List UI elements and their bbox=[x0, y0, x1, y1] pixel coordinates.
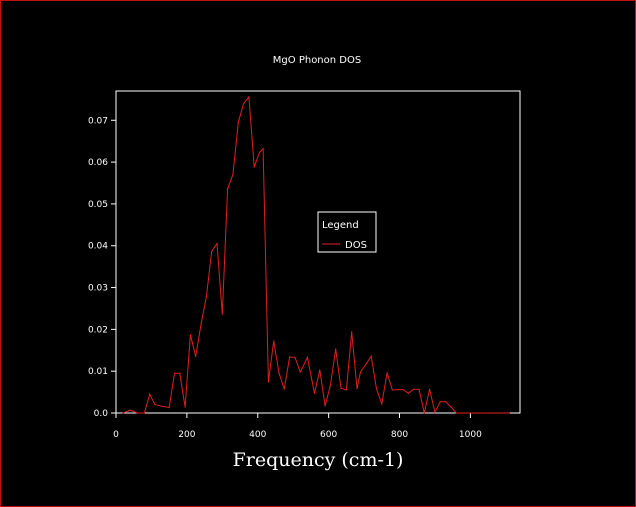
x-tick-label: 800 bbox=[391, 430, 408, 440]
data-point bbox=[161, 405, 163, 407]
data-point bbox=[381, 403, 383, 405]
data-point bbox=[200, 323, 202, 325]
data-point bbox=[306, 356, 308, 358]
data-point bbox=[273, 340, 275, 342]
data-point bbox=[122, 412, 124, 414]
data-point bbox=[402, 388, 404, 391]
data-point bbox=[313, 392, 316, 394]
x-tick-label: 600 bbox=[320, 430, 337, 440]
data-point bbox=[335, 348, 337, 350]
data-point bbox=[365, 363, 367, 366]
data-point bbox=[283, 388, 285, 390]
y-tick-label: 0.07 bbox=[88, 116, 108, 126]
data-point bbox=[450, 406, 452, 408]
data-point bbox=[370, 355, 372, 357]
y-tick-label: 0.04 bbox=[88, 242, 108, 252]
data-point bbox=[267, 381, 269, 383]
data-point bbox=[482, 412, 484, 414]
data-point bbox=[351, 331, 353, 333]
legend-label-dos: DOS bbox=[345, 240, 367, 251]
y-tick-label: 0.05 bbox=[88, 200, 108, 210]
data-point bbox=[129, 409, 131, 411]
y-axis: 0.0 0.01 0.02 0.03 0.04 0.05 0.06 0.07 bbox=[88, 116, 116, 419]
data-point bbox=[407, 392, 409, 394]
data-point bbox=[253, 166, 255, 168]
data-point bbox=[455, 412, 457, 414]
data-point bbox=[154, 404, 156, 406]
data-point bbox=[299, 371, 301, 373]
legend: Legend DOS bbox=[317, 211, 377, 253]
data-point bbox=[429, 388, 431, 390]
y-tick-label: 0.02 bbox=[88, 325, 108, 335]
data-point bbox=[471, 412, 473, 414]
data-point bbox=[289, 356, 291, 358]
data-point bbox=[173, 372, 176, 374]
data-point bbox=[413, 388, 415, 390]
data-point bbox=[195, 355, 197, 358]
data-point bbox=[356, 388, 358, 390]
data-point bbox=[434, 411, 436, 413]
data-point bbox=[227, 188, 229, 190]
series-points bbox=[122, 96, 510, 414]
data-point bbox=[391, 389, 394, 391]
data-point bbox=[189, 334, 192, 336]
data-point bbox=[476, 412, 479, 414]
data-point bbox=[179, 372, 181, 374]
data-point bbox=[237, 121, 239, 123]
data-point bbox=[278, 372, 280, 374]
data-point bbox=[386, 372, 388, 374]
data-point bbox=[375, 388, 378, 390]
data-point bbox=[258, 151, 261, 154]
data-point bbox=[487, 412, 489, 414]
x-tick-label: 400 bbox=[249, 430, 266, 440]
y-tick-label: 0.0 bbox=[94, 409, 109, 419]
legend-title: Legend bbox=[322, 220, 359, 231]
data-point bbox=[149, 393, 151, 395]
data-point bbox=[294, 356, 296, 358]
data-point bbox=[439, 401, 441, 403]
data-point bbox=[184, 406, 186, 408]
legend-box bbox=[317, 211, 377, 253]
data-point bbox=[423, 412, 425, 414]
data-point bbox=[359, 371, 362, 373]
data-point bbox=[460, 412, 463, 414]
y-tick-label: 0.03 bbox=[88, 284, 108, 294]
y-tick-label: 0.06 bbox=[88, 158, 108, 168]
data-point bbox=[498, 412, 500, 414]
data-point bbox=[262, 148, 264, 150]
x-axis: 0 200 400 600 800 1000 bbox=[113, 413, 482, 440]
data-point bbox=[248, 96, 250, 98]
data-point bbox=[329, 384, 332, 386]
data-point bbox=[397, 388, 399, 391]
data-point bbox=[168, 406, 170, 409]
data-point bbox=[503, 412, 505, 414]
x-tick-label: 0 bbox=[113, 430, 119, 440]
series-line-dos bbox=[122, 95, 510, 414]
data-point bbox=[340, 387, 342, 389]
data-point bbox=[205, 296, 207, 298]
data-point bbox=[492, 412, 495, 414]
data-point bbox=[319, 369, 321, 371]
data-point bbox=[216, 243, 218, 245]
data-point bbox=[324, 405, 326, 407]
data-point bbox=[418, 388, 420, 390]
x-tick-label: 200 bbox=[178, 430, 195, 440]
data-point bbox=[136, 412, 138, 414]
x-tick-label: 1000 bbox=[459, 430, 482, 440]
data-point bbox=[143, 412, 145, 414]
plot-area bbox=[115, 90, 521, 414]
x-axis-label: Frequency (cm-1) bbox=[233, 449, 404, 471]
data-point bbox=[242, 102, 245, 105]
data-point bbox=[466, 412, 468, 414]
chart-title: MgO Phonon DOS bbox=[273, 55, 361, 66]
data-point bbox=[232, 174, 234, 176]
data-point bbox=[221, 313, 223, 315]
data-point bbox=[211, 250, 213, 252]
y-tick-label: 0.01 bbox=[88, 367, 108, 377]
data-point bbox=[345, 389, 347, 391]
data-point bbox=[508, 412, 510, 414]
data-point bbox=[444, 401, 447, 403]
